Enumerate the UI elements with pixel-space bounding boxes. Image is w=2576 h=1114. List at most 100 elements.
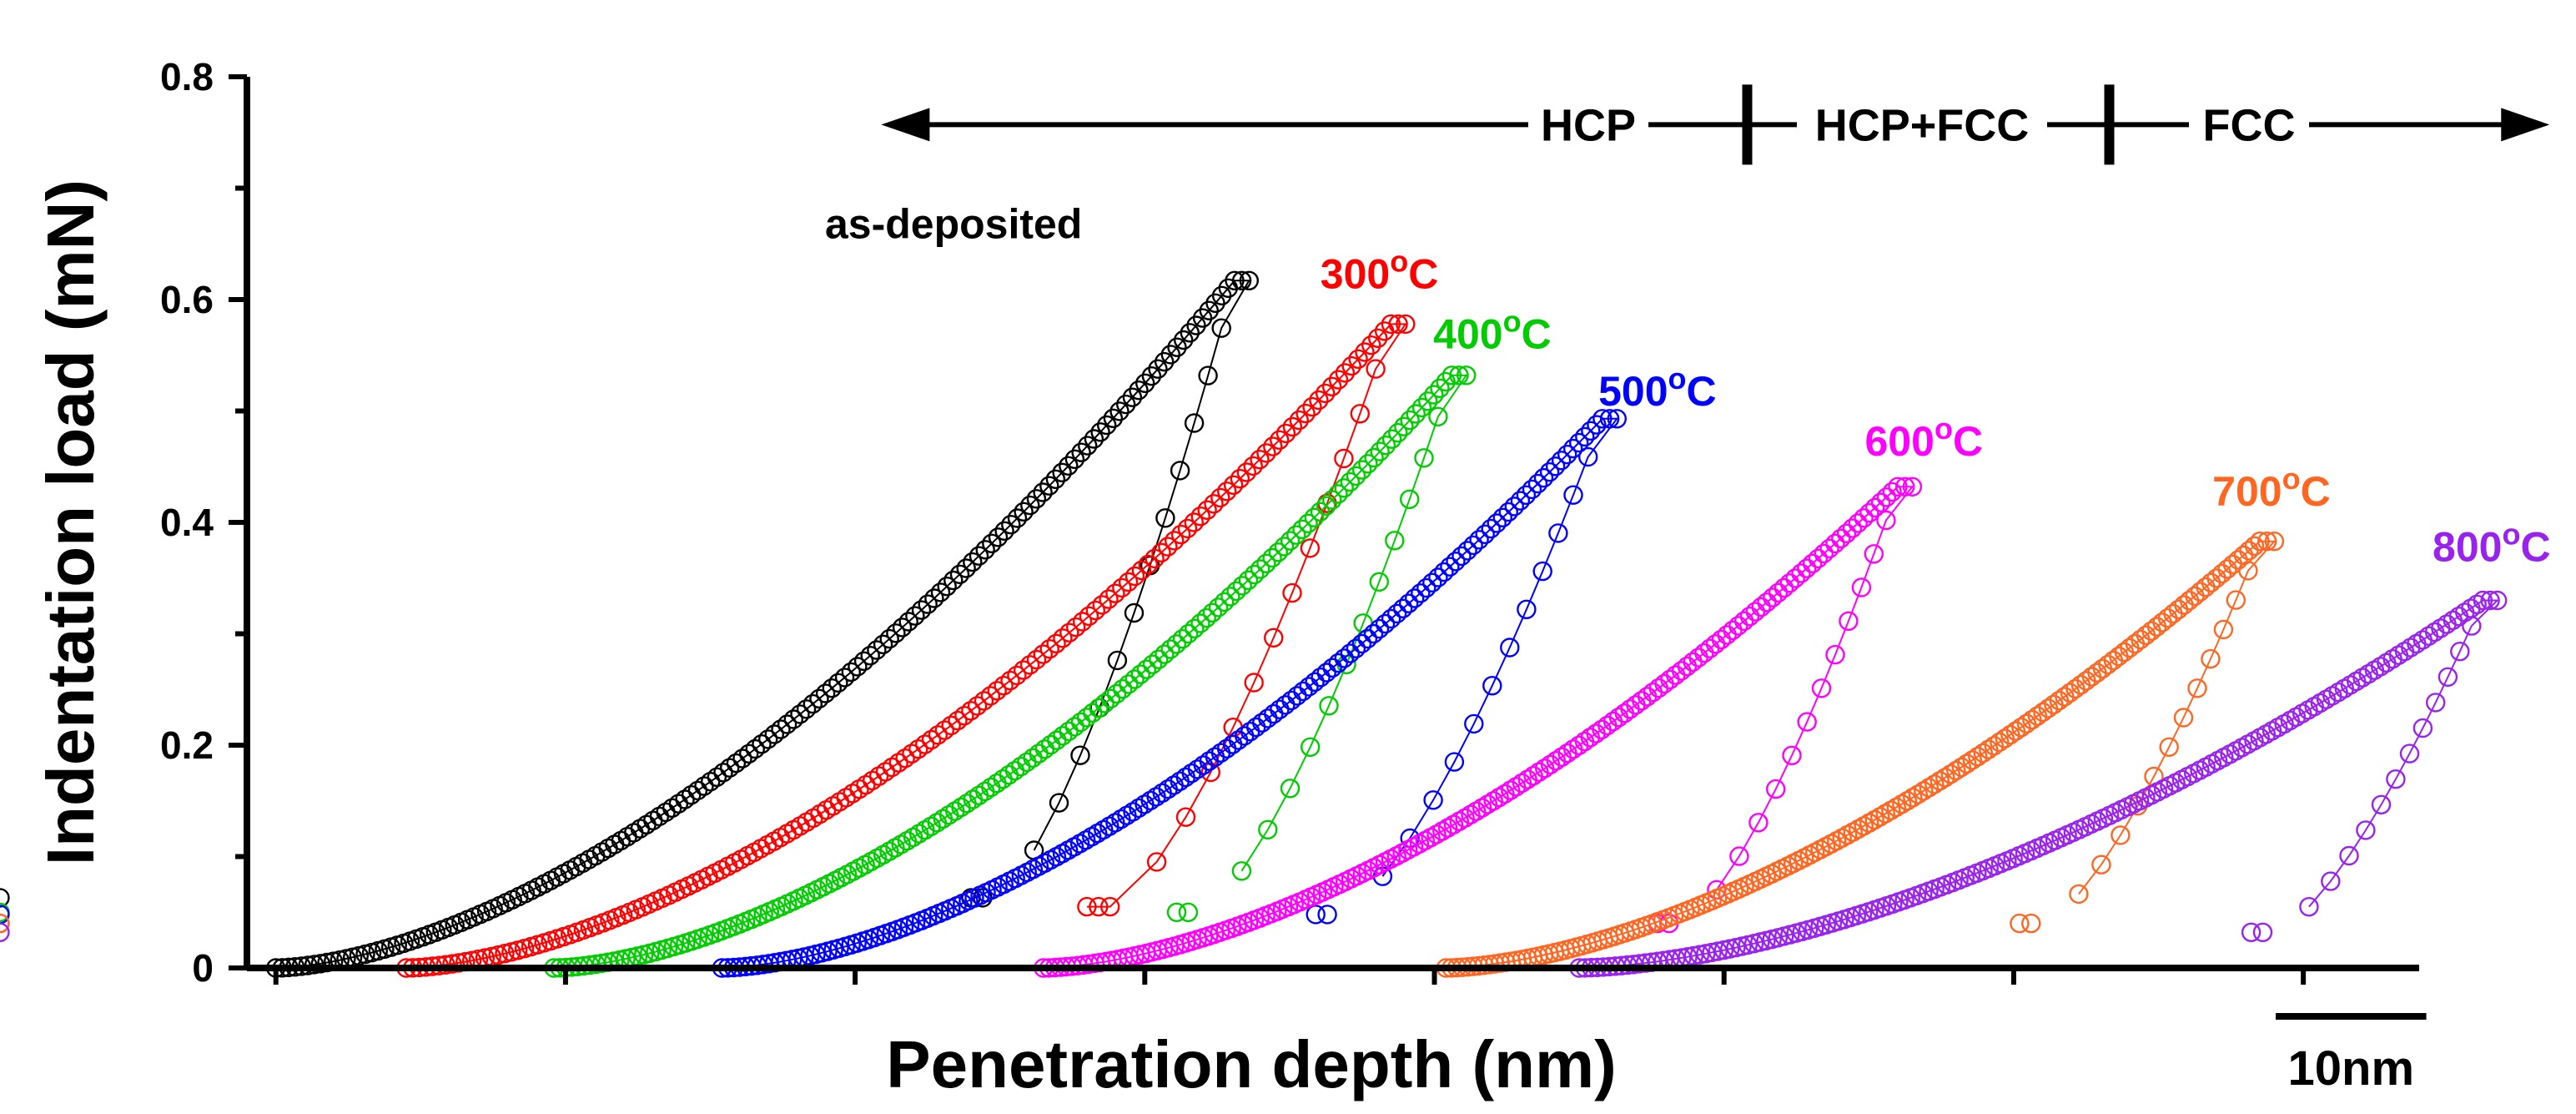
data-point	[2356, 820, 2376, 840]
data-point	[974, 691, 994, 711]
data-point	[1238, 570, 1259, 590]
series-line	[275, 280, 1251, 969]
data-point	[1216, 481, 1237, 502]
data-point	[1282, 582, 1302, 603]
data-point	[0, 905, 10, 925]
data-point	[1322, 658, 1342, 678]
data-point	[1417, 391, 1438, 411]
data-point	[2438, 667, 2458, 687]
data-point	[2450, 642, 2470, 662]
data-point	[1089, 896, 1109, 917]
phase-annotation: HCP HCP+FCC FCC	[881, 84, 2550, 165]
data-point	[1388, 423, 1408, 443]
data-point	[1335, 363, 1356, 383]
data-point	[1908, 784, 1929, 804]
data-point	[1386, 603, 1407, 624]
data-point	[1334, 448, 1354, 469]
data-point	[1548, 523, 1568, 543]
data-point	[1070, 712, 1091, 733]
data-point	[2257, 532, 2277, 552]
series-line	[405, 323, 1407, 969]
data-point	[1400, 410, 1420, 431]
series-label: 500oC	[1598, 361, 1717, 415]
data-point	[1489, 787, 1509, 808]
data-point	[1184, 413, 1205, 433]
data-point	[2238, 561, 2258, 581]
data-point	[1092, 595, 1112, 615]
data-point	[2339, 845, 2359, 866]
data-point	[1367, 328, 1388, 348]
data-point	[1825, 644, 1845, 665]
data-point	[1351, 633, 1372, 654]
data-point	[1019, 655, 1040, 675]
data-point	[1498, 502, 1519, 522]
data-point	[1957, 754, 1977, 774]
data-point	[2000, 724, 2020, 745]
data-point	[1545, 456, 1566, 476]
series-line	[1579, 599, 2500, 969]
data-point	[1190, 507, 1210, 527]
data-point	[745, 738, 765, 759]
data-point	[1876, 487, 1897, 507]
data-point	[905, 606, 925, 626]
data-point	[1346, 466, 1366, 486]
data-point	[1848, 513, 1868, 533]
data-point	[2226, 590, 2246, 610]
data-point	[2399, 744, 2420, 764]
degree-superscript: o	[2282, 461, 2301, 496]
data-point	[1797, 712, 1817, 732]
data-point	[1250, 450, 1270, 470]
data-point	[1263, 628, 1284, 648]
data-point	[1135, 373, 1155, 393]
data-point	[1577, 446, 1598, 467]
data-point	[1888, 476, 1908, 497]
series-line	[1043, 486, 1914, 969]
data-point	[1510, 491, 1531, 511]
data-point	[1475, 524, 1495, 544]
data-point	[1919, 778, 1940, 798]
data-point	[834, 668, 855, 688]
data-point	[1136, 659, 1157, 679]
data-point	[449, 953, 469, 973]
data-point	[1079, 606, 1099, 626]
data-point	[1167, 337, 1187, 357]
data-point	[1244, 564, 1265, 585]
data-point	[1797, 558, 1817, 578]
data-point	[2010, 913, 2030, 934]
data-point	[1385, 531, 1405, 551]
data-point	[1306, 905, 1326, 925]
data-point	[809, 688, 829, 708]
phase-label: FCC	[2203, 100, 2296, 150]
data-point	[1198, 365, 1218, 386]
data-point	[1321, 376, 1342, 396]
data-point	[1946, 760, 1966, 781]
data-point	[2111, 825, 2131, 845]
data-point	[1876, 510, 1896, 531]
data-point	[1870, 492, 1891, 512]
right-arrowhead	[2501, 108, 2550, 142]
data-point	[1495, 784, 1515, 804]
data-point	[1355, 342, 1375, 362]
data-point	[442, 954, 462, 974]
data-point	[937, 577, 957, 597]
data-point	[1268, 542, 1289, 562]
data-point	[764, 724, 784, 744]
data-point	[1239, 270, 1260, 290]
data-point	[1210, 487, 1230, 508]
data-point	[1145, 548, 1165, 569]
data-point	[1463, 535, 1483, 556]
data-point	[1000, 670, 1020, 691]
data-point	[1768, 582, 1789, 602]
y-tick-label: 0.2	[160, 723, 214, 767]
data-point	[1064, 449, 1085, 469]
data-point	[1316, 663, 1336, 683]
data-point	[2412, 718, 2433, 738]
data-point	[967, 696, 988, 716]
data-point	[1808, 548, 1829, 569]
data-point	[1178, 902, 1199, 923]
phase-label: HCP	[1541, 100, 1636, 150]
data-point	[1914, 781, 1934, 801]
data-point	[1315, 383, 1336, 404]
data-point	[1175, 807, 1196, 827]
series-label: 800oC	[2433, 517, 2551, 571]
